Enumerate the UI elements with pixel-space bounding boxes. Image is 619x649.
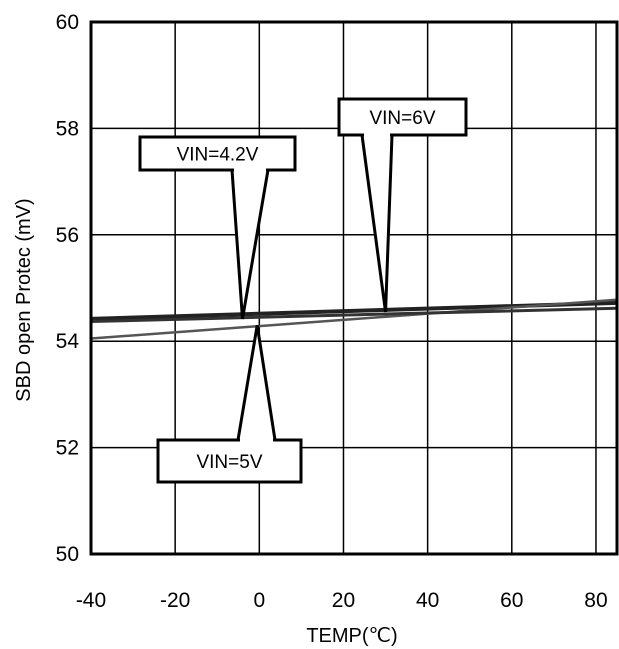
- callout-label: VIN=5V: [196, 452, 262, 473]
- x-tick-label: 80: [584, 589, 607, 612]
- callout-pointer: [230, 168, 270, 320]
- x-tick-label: 20: [332, 589, 355, 612]
- y-tick-label: 60: [56, 11, 79, 34]
- series-lines: [90, 298, 618, 340]
- callout-label: VIN=6V: [369, 108, 435, 129]
- y-tick-label: 52: [56, 437, 79, 460]
- y-tick-label: 54: [56, 330, 80, 353]
- x-tick-label: 40: [416, 589, 439, 612]
- y-tick-label: 50: [56, 543, 79, 566]
- series-line: [90, 298, 618, 340]
- y-tick-label: 56: [56, 224, 79, 247]
- x-axis-label: TEMP(℃): [306, 625, 397, 647]
- tick-labels: -40 -20 0 20 40 60 80 50 52 54 56 58 60: [56, 11, 608, 612]
- plot-frame: [89, 20, 619, 556]
- callout-label: VIN=4.2V: [177, 145, 259, 166]
- y-tick-label: 58: [56, 117, 79, 140]
- x-tick-label: 0: [253, 589, 265, 612]
- x-tick-label: -20: [160, 589, 190, 612]
- callout-pointer: [236, 324, 277, 442]
- callout-box: [156, 438, 303, 484]
- callouts: VIN=4.2V VIN=6V VIN=5V: [138, 97, 468, 484]
- series-line: [90, 306, 618, 324]
- x-tick-label: -40: [76, 589, 106, 612]
- callout-box: [337, 97, 468, 137]
- y-axis-label: SBD open Protec (mV): [13, 198, 35, 401]
- x-tick-label: 60: [500, 589, 523, 612]
- callout-box: [138, 135, 297, 172]
- callout-pointer: [360, 133, 394, 313]
